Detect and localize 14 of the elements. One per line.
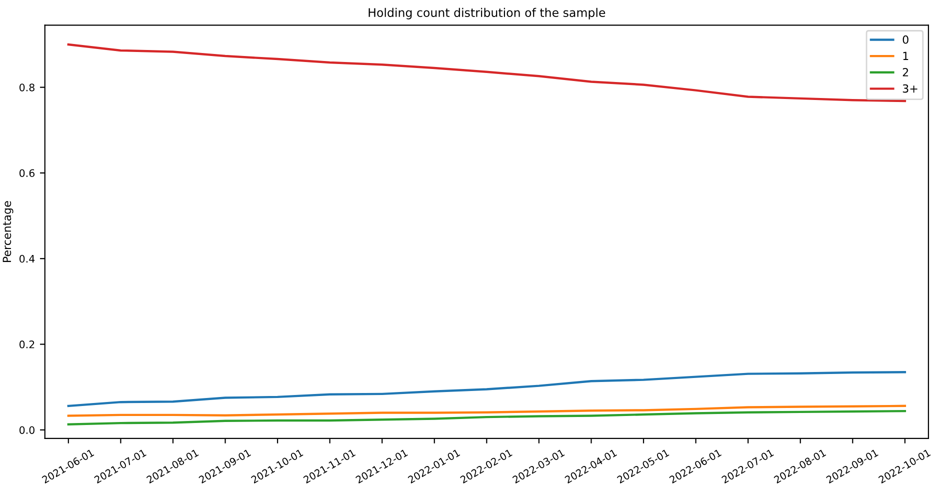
y-tick-label: 0.8: [19, 84, 34, 92]
legend-label: 0: [902, 35, 908, 44]
y-axis-title: Percentage: [2, 201, 14, 262]
legend-label: 2: [902, 68, 908, 76]
y-tick-label: 0.6: [19, 169, 35, 178]
y-tick-label: 0.4: [19, 254, 35, 263]
line-series: [67, 370, 906, 408]
line-series: [67, 404, 906, 417]
y-tick-label: 0.2: [19, 340, 34, 348]
chart-title: Holding count distribution of the sample: [368, 8, 606, 20]
legend-label: 3+: [902, 84, 918, 93]
legend-label: 1: [903, 52, 908, 60]
y-tick-label: 0.0: [19, 426, 34, 434]
line-series: [67, 410, 906, 426]
